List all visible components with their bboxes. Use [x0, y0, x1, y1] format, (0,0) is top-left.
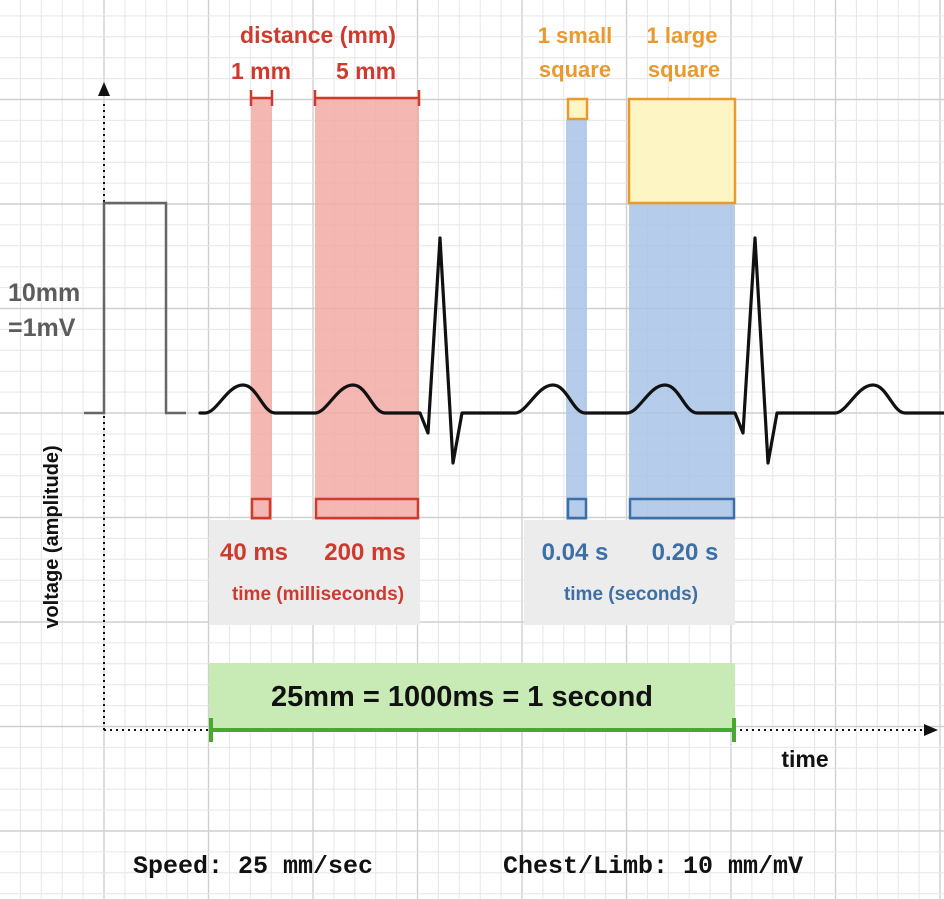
bracket-5mm — [313, 90, 421, 106]
green-band — [209, 663, 735, 729]
blue-band-large — [629, 203, 735, 520]
large-blue-marker — [628, 497, 736, 520]
distance-1mm-label: 1 mm — [231, 58, 291, 84]
y-axis-arrow — [98, 82, 110, 96]
small-square-label-2: square — [539, 57, 611, 82]
large-square-box — [627, 97, 737, 205]
bracket-1mm — [249, 90, 274, 106]
calibration-pulse — [84, 201, 186, 415]
gray-band-s — [524, 520, 735, 625]
small-square-box — [566, 97, 589, 121]
square-markers — [250, 97, 737, 520]
ms-caption: time (milliseconds) — [232, 584, 404, 605]
calibration-label-1: 10mm — [8, 279, 80, 307]
calibration-label-2: =1mV — [8, 314, 76, 342]
red-band-5mm — [315, 98, 419, 520]
ms-small-value: 40 ms — [220, 539, 288, 566]
large-square-label-1: 1 large — [647, 23, 718, 48]
one-second-label: 25mm = 1000ms = 1 second — [271, 681, 653, 713]
y-axis-label: voltage (amplitude) — [41, 445, 63, 628]
time-bands — [209, 98, 735, 729]
gray-band-ms — [209, 520, 420, 625]
x-axis-arrow — [924, 724, 938, 736]
axes — [98, 82, 938, 736]
blue-band-small — [566, 120, 587, 520]
large-red-marker — [314, 497, 420, 520]
one-second-bar — [209, 718, 736, 742]
ms-large-value: 200 ms — [324, 539, 405, 566]
distance-title: distance (mm) — [240, 22, 396, 48]
ecg-trace — [198, 236, 944, 465]
small-blue-marker — [566, 497, 588, 520]
distance-brackets — [249, 90, 421, 106]
s-small-value: 0.04 s — [542, 539, 609, 566]
small-red-marker — [250, 497, 272, 520]
footer-speed: Speed: 25 mm/sec — [133, 852, 373, 881]
s-caption: time (seconds) — [564, 584, 698, 605]
red-band-1mm — [251, 98, 272, 520]
small-square-label-1: 1 small — [538, 23, 613, 48]
distance-5mm-label: 5 mm — [336, 58, 396, 84]
footer-gain: Chest/Limb: 10 mm/mV — [503, 852, 803, 881]
x-axis-label: time — [781, 746, 828, 772]
s-large-value: 0.20 s — [652, 539, 719, 566]
large-square-label-2: square — [648, 57, 720, 82]
